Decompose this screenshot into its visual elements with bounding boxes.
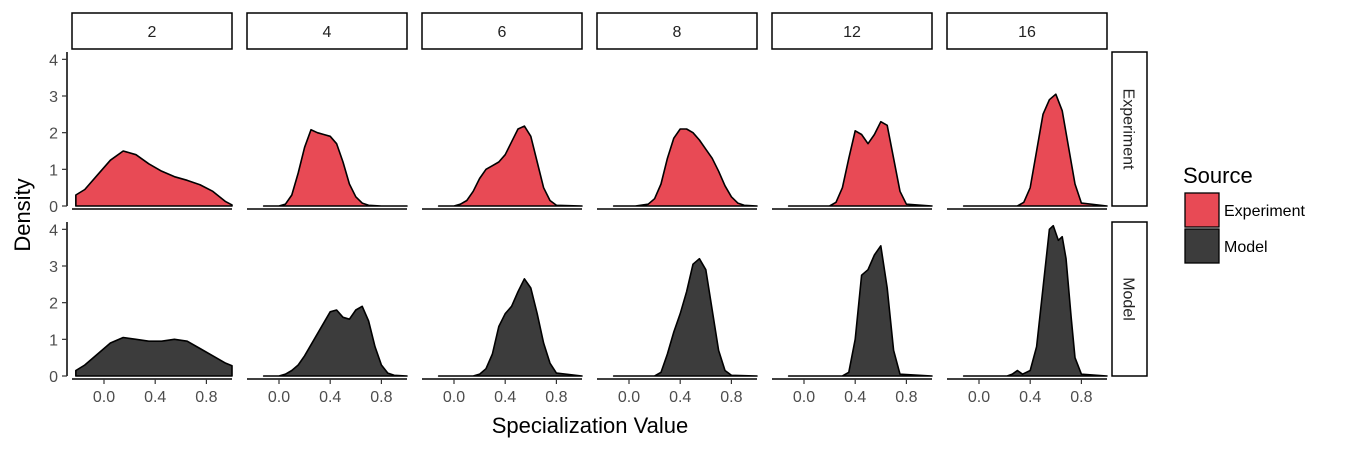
- legend-title: Source: [1183, 163, 1253, 188]
- facet-strip-4: [246, 12, 408, 50]
- x-tick-label-12-0.4: 0.4: [844, 389, 866, 406]
- density-area-experiment-6: [437, 125, 583, 207]
- facet-strip-8: [596, 12, 758, 50]
- x-tick-label-6-0.8: 0.8: [545, 389, 567, 406]
- x-tick-label-16-0.4: 0.4: [1019, 389, 1041, 406]
- y-tick-label-model-2: 2: [49, 296, 58, 313]
- facet-strip-label-6: 6: [498, 24, 507, 41]
- x-tick-label-12-0.8: 0.8: [895, 389, 917, 406]
- x-tick-label-16-0.0: 0.0: [968, 389, 990, 406]
- x-tick-label-4-0.4: 0.4: [319, 389, 341, 406]
- facet-strip-label-8: 8: [673, 24, 682, 41]
- x-tick-label-12-0.0: 0.0: [793, 389, 815, 406]
- facet-strip-6: [421, 12, 583, 50]
- y-tick-label-model-4: 4: [49, 222, 58, 239]
- x-tick-label-2-0.4: 0.4: [144, 389, 166, 406]
- facet-strip-label-16: 16: [1018, 24, 1036, 41]
- x-tick-label-4-0.0: 0.0: [268, 389, 290, 406]
- density-area-model-2: [75, 336, 233, 377]
- x-tick-label-4-0.8: 0.8: [370, 389, 392, 406]
- legend-key-model: [1184, 228, 1220, 264]
- facet-strip-label-2: 2: [148, 24, 157, 41]
- x-axis-title: Specialization Value: [492, 413, 689, 438]
- y-tick-label-model-1: 1: [49, 332, 58, 349]
- x-tick-label-8-0.4: 0.4: [669, 389, 691, 406]
- density-area-experiment-12: [787, 120, 933, 207]
- density-area-experiment-2: [75, 150, 233, 207]
- density-area-experiment-8: [612, 128, 758, 207]
- row-strip-label-model: Model: [1120, 277, 1137, 321]
- x-tick-label-2-0.8: 0.8: [195, 389, 217, 406]
- row-strip-label-experiment: Experiment: [1120, 89, 1137, 170]
- x-tick-label-8-0.8: 0.8: [720, 389, 742, 406]
- y-tick-label-experiment-2: 2: [49, 126, 58, 143]
- density-area-model-12: [787, 245, 933, 377]
- y-tick-label-experiment-1: 1: [49, 162, 58, 179]
- facet-strip-label-4: 4: [323, 24, 332, 41]
- y-tick-label-model-0: 0: [49, 369, 58, 386]
- x-tick-label-16-0.8: 0.8: [1070, 389, 1092, 406]
- panels-layer: [75, 93, 1108, 377]
- facet-strip-16: [946, 12, 1108, 50]
- row-strip-experiment: [1111, 51, 1148, 207]
- density-area-model-4: [262, 305, 408, 377]
- x-tick-label-2-0.0: 0.0: [93, 389, 115, 406]
- legend-label-model: Model: [1224, 239, 1268, 256]
- density-area-experiment-16: [962, 93, 1108, 207]
- density-area-experiment-4: [262, 128, 408, 207]
- facet-strip-label-12: 12: [843, 24, 861, 41]
- facet-strip-12: [771, 12, 933, 50]
- y-axis-title: Density: [10, 178, 35, 251]
- y-tick-label-experiment-4: 4: [49, 52, 58, 69]
- y-tick-label-experiment-0: 0: [49, 199, 58, 216]
- density-area-model-8: [612, 257, 758, 377]
- density-area-model-6: [437, 278, 583, 377]
- density-area-model-16: [962, 224, 1108, 377]
- x-tick-label-6-0.4: 0.4: [494, 389, 516, 406]
- x-tick-label-6-0.0: 0.0: [443, 389, 465, 406]
- x-tick-label-8-0.0: 0.0: [618, 389, 640, 406]
- y-tick-label-model-3: 3: [49, 259, 58, 276]
- legend-key-experiment: [1184, 192, 1220, 228]
- legend: Source Experiment Model: [1183, 163, 1305, 264]
- row-strip-model: [1111, 221, 1148, 377]
- y-tick-label-experiment-3: 3: [49, 89, 58, 106]
- facet-strip-2: [71, 12, 233, 50]
- legend-label-experiment: Experiment: [1224, 203, 1305, 220]
